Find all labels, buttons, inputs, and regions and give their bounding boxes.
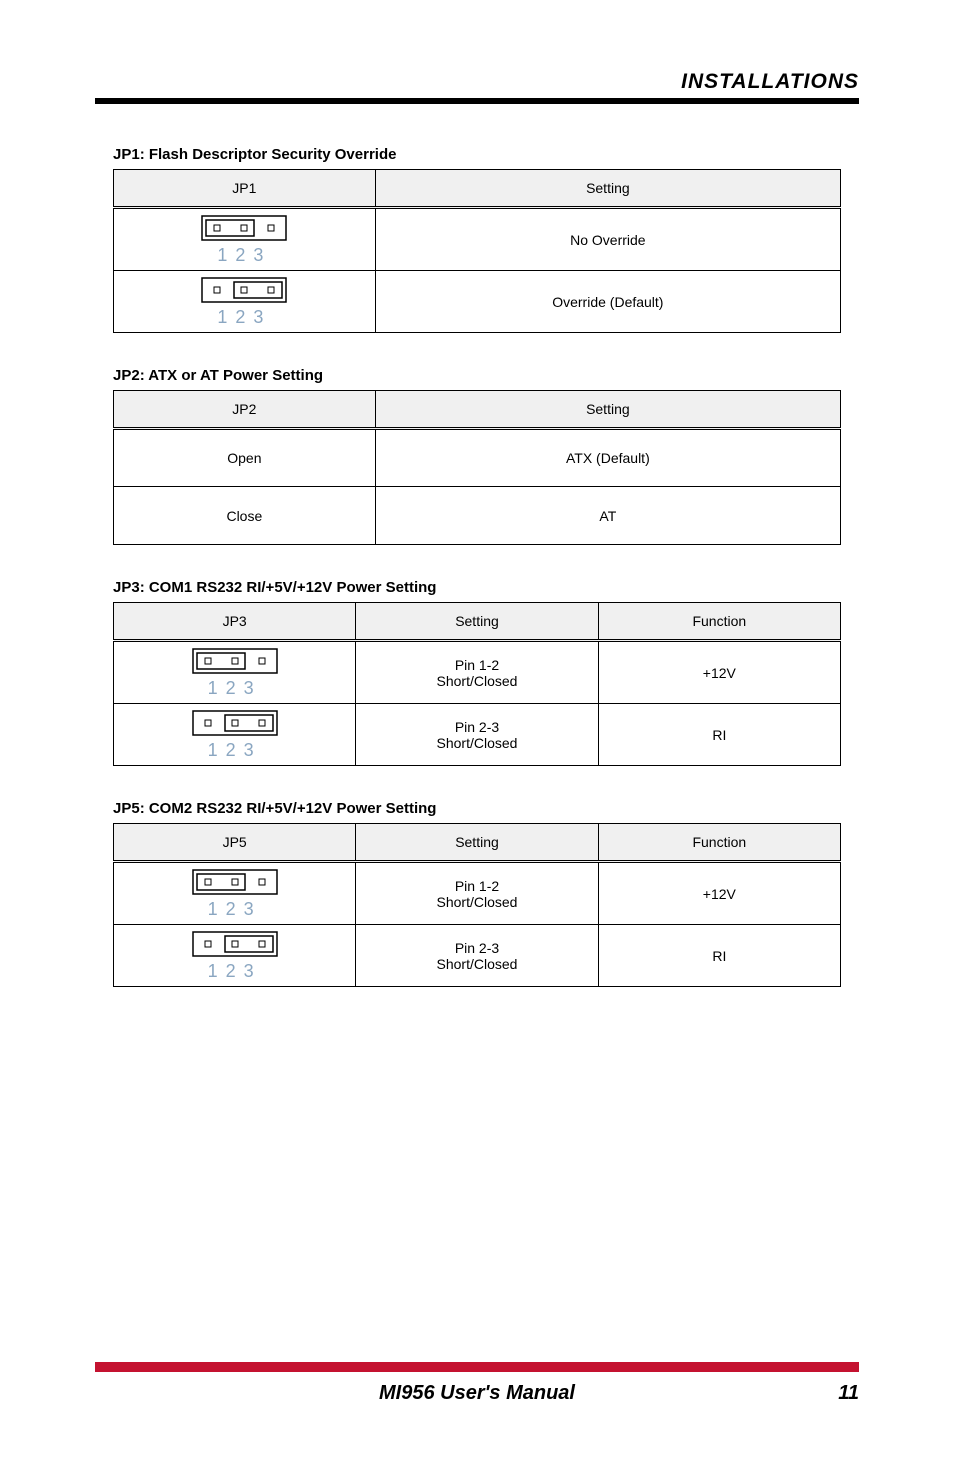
jp3-heading: JP3: COM1 RS232 RI/+5V/+12V Power Settin… (113, 579, 841, 596)
table-row: 123 Pin 2-3 Short/Closed RI (114, 704, 841, 766)
jp2-row2-col1: Close (114, 487, 376, 545)
jp5-col2-header: Setting (356, 824, 598, 862)
footer-manual-title: MI956 User's Manual (155, 1382, 799, 1405)
jp1-row1-diagram: 123 (114, 208, 376, 271)
jumper-icon (192, 931, 278, 957)
jp1-table: JP1 Setting 123 No Override (113, 169, 841, 333)
pin-numbers: 123 (192, 741, 278, 759)
jp3-col3-header: Function (598, 603, 840, 641)
jumper-icon (201, 215, 287, 241)
jp5-row1-diagram: 123 (114, 862, 356, 925)
jp2-row1-col1: Open (114, 429, 376, 487)
jp5-table: JP5 Setting Function 123 Pin 1-2 Short/C… (113, 823, 841, 987)
table-row: 123 Override (Default) (114, 271, 841, 333)
jp5-col3-header: Function (598, 824, 840, 862)
jp2-table: JP2 Setting Open ATX (Default) Close AT (113, 390, 841, 545)
table-row: 123 No Override (114, 208, 841, 271)
jumper-icon (192, 710, 278, 736)
table-row: Open ATX (Default) (114, 429, 841, 487)
pin-numbers: 123 (192, 900, 278, 918)
jp2-col2-header: Setting (375, 391, 840, 429)
jp5-row2-function: RI (598, 925, 840, 987)
jp5-row1-function: +12V (598, 862, 840, 925)
jp5-row2-setting: Pin 2-3 Short/Closed (356, 925, 598, 987)
jumper-icon (192, 869, 278, 895)
jp3-row2-diagram: 123 (114, 704, 356, 766)
jp3-table: JP3 Setting Function 123 Pin 1-2 Short/C… (113, 602, 841, 766)
footer-page-number: 11 (799, 1382, 859, 1405)
jp2-row1-col2: ATX (Default) (375, 429, 840, 487)
jp3-col2-header: Setting (356, 603, 598, 641)
jp1-col2-header: Setting (375, 170, 840, 208)
pin-numbers: 123 (201, 308, 287, 326)
jp3-row1-setting: Pin 1-2 Short/Closed (356, 641, 598, 704)
jumper-icon (201, 277, 287, 303)
jp3-row2-setting: Pin 2-3 Short/Closed (356, 704, 598, 766)
table-row: Close AT (114, 487, 841, 545)
page-section-title: INSTALLATIONS (681, 70, 859, 93)
jp3-col1-header: JP3 (114, 603, 356, 641)
jp5-row2-diagram: 123 (114, 925, 356, 987)
jp2-row2-col2: AT (375, 487, 840, 545)
jp3-row1-diagram: 123 (114, 641, 356, 704)
table-row: 123 Pin 1-2 Short/Closed +12V (114, 641, 841, 704)
jp1-row2-diagram: 123 (114, 271, 376, 333)
jp5-row1-setting: Pin 1-2 Short/Closed (356, 862, 598, 925)
jumper-icon (192, 648, 278, 674)
jp1-col1-header: JP1 (114, 170, 376, 208)
jp2-heading: JP2: ATX or AT Power Setting (113, 367, 841, 384)
jp3-row1-function: +12V (598, 641, 840, 704)
jp1-row1-setting: No Override (375, 208, 840, 271)
pin-numbers: 123 (192, 962, 278, 980)
page-footer: MI956 User's Manual 11 (95, 1362, 859, 1405)
table-row: 123 Pin 1-2 Short/Closed +12V (114, 862, 841, 925)
header-rule (95, 98, 859, 104)
table-row: 123 Pin 2-3 Short/Closed RI (114, 925, 841, 987)
pin-numbers: 123 (201, 246, 287, 264)
jp1-heading: JP1: Flash Descriptor Security Override (113, 146, 841, 163)
footer-red-bar (95, 1362, 859, 1372)
jp2-col1-header: JP2 (114, 391, 376, 429)
jp3-row2-function: RI (598, 704, 840, 766)
jp5-col1-header: JP5 (114, 824, 356, 862)
jp5-heading: JP5: COM2 RS232 RI/+5V/+12V Power Settin… (113, 800, 841, 817)
jp1-row2-setting: Override (Default) (375, 271, 840, 333)
pin-numbers: 123 (192, 679, 278, 697)
main-content: JP1: Flash Descriptor Security Override … (95, 146, 859, 987)
